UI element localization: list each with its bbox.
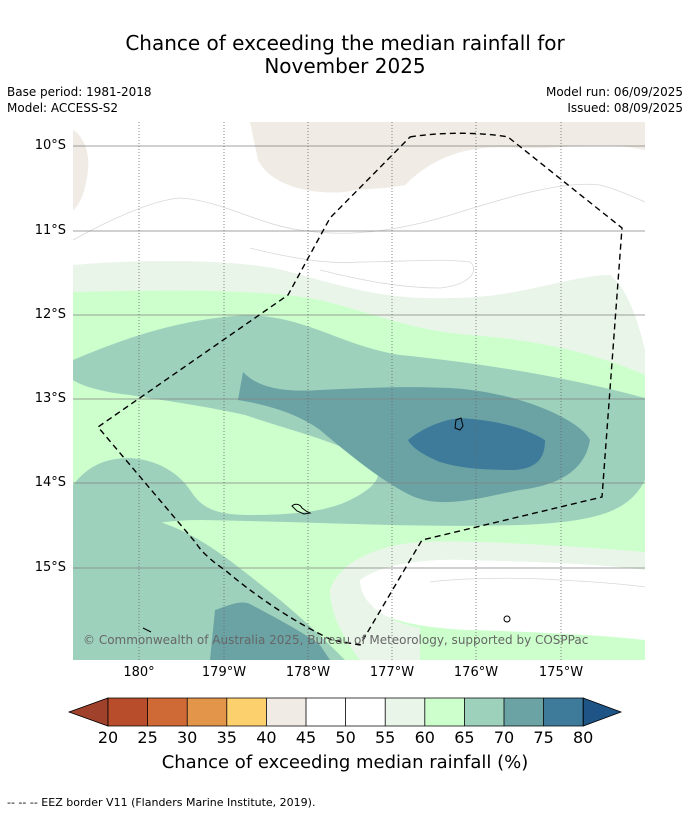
lat-label-14s: 14°S <box>34 475 66 490</box>
colorbar-segment-55-60 <box>385 698 425 726</box>
lat-label-11s: 11°S <box>34 223 66 238</box>
colorbar-label: Chance of exceeding median rainfall (%) <box>161 752 529 773</box>
colorbar-tick-55: 55 <box>375 728 396 747</box>
colorbar-segment-60-65 <box>424 698 465 726</box>
contour-40-45-west <box>73 130 89 210</box>
title-line-2: November 2025 <box>264 54 426 78</box>
contour-45-55-south <box>360 559 645 640</box>
contour-40-45-north <box>250 122 645 193</box>
lon-label-175w: 175°W <box>538 665 584 680</box>
lat-label-12s: 12°S <box>34 307 66 322</box>
colorbar-tick-60: 60 <box>414 728 435 747</box>
contour-75-80 <box>408 418 545 470</box>
contour-line-50-c <box>429 577 645 588</box>
map-gridlines <box>73 145 645 569</box>
colorbar-segment-75-80 <box>543 698 584 726</box>
colorbar-tick-65: 65 <box>454 728 475 747</box>
island-far-south-west <box>142 627 152 633</box>
lon-label-178w: 178°W <box>285 665 331 680</box>
colorbar-segment-70-75 <box>504 698 544 726</box>
colorbar-tick-45: 45 <box>295 728 317 747</box>
title-line-1: Chance of exceeding the median rainfall … <box>125 31 565 55</box>
contour-line-50-b <box>249 247 475 289</box>
issued-date: Issued: 08/09/2025 <box>567 101 683 115</box>
model-run: Model run: 06/09/2025 <box>545 85 683 99</box>
colorbar-tick-80: 80 <box>573 728 594 747</box>
lon-label-180: 180° <box>123 665 155 680</box>
colorbar-tick-20: 20 <box>97 728 119 747</box>
eez-border <box>96 132 623 646</box>
rainfall-contours <box>73 122 645 660</box>
island-south-west <box>291 503 312 515</box>
lat-label-13s: 13°S <box>34 391 66 406</box>
lon-label-177w: 177°W <box>369 665 415 680</box>
colorbar-under-extend <box>67 697 109 727</box>
contour-55-60-south <box>330 541 645 660</box>
colorbar-over-extend <box>582 697 623 727</box>
colorbar-segment-65-70 <box>464 698 504 726</box>
colorbar-segment-20-25 <box>108 698 148 726</box>
eez-footnote: -- -- -- EEZ border V11 (Flanders Marine… <box>7 796 316 809</box>
colorbar-tick-25: 25 <box>137 728 158 747</box>
contour-70-75-south <box>210 602 330 660</box>
colorbar-tick-40: 40 <box>256 728 277 747</box>
colorbar-tick-35: 35 <box>216 728 237 747</box>
colorbar-segment-40-45 <box>266 698 306 726</box>
lat-label-15s: 15°S <box>34 560 66 575</box>
copyright-notice: © Commonwealth of Australia 2025, Bureau… <box>83 633 589 647</box>
lon-label-176w: 176°W <box>453 665 499 680</box>
colorbar-segment-30-35 <box>187 698 227 726</box>
colorbar-segment-35-40 <box>226 698 267 726</box>
model-name: Model: ACCESS-S2 <box>7 101 119 115</box>
island-south-east <box>503 615 511 623</box>
colorbar <box>67 697 623 727</box>
base-period: Base period: 1981-2018 <box>7 85 152 99</box>
colorbar-segment-45-50 <box>306 698 346 726</box>
colorbar-tick-50: 50 <box>335 728 356 747</box>
colorbar-segment-25-30 <box>147 698 188 726</box>
lon-label-179w: 179°W <box>201 665 247 680</box>
lat-label-10s: 10°S <box>34 138 66 153</box>
colorbar-segment-50-55 <box>345 698 386 726</box>
colorbar-tick-70: 70 <box>493 728 515 747</box>
colorbar-tick-75: 75 <box>533 728 554 747</box>
colorbar-tick-30: 30 <box>177 728 198 747</box>
island-center-east <box>454 417 464 431</box>
